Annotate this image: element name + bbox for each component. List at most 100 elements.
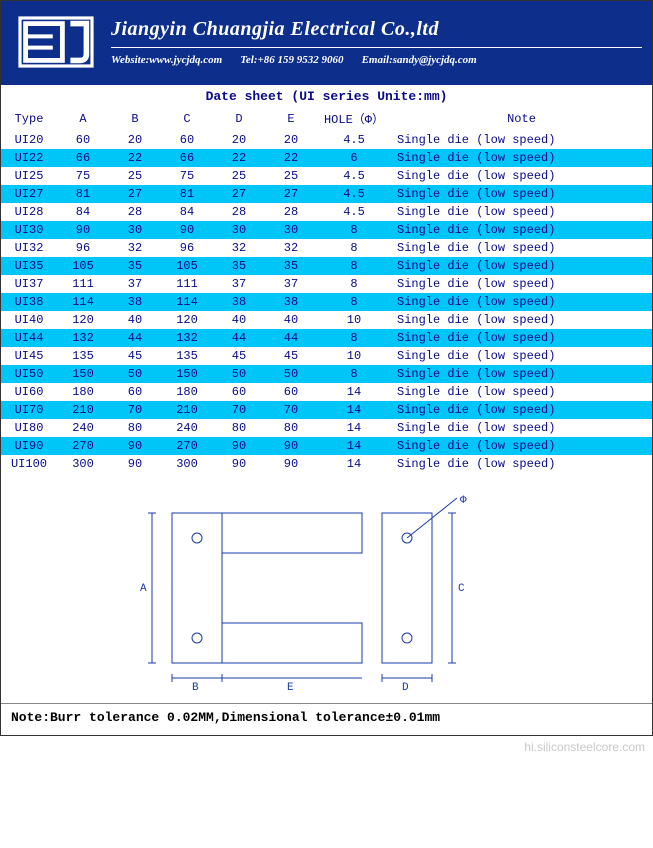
cell-a: 135 — [57, 347, 109, 365]
cell-c: 180 — [161, 383, 213, 401]
tel: Tel:+86 159 9532 9060 — [240, 54, 343, 66]
datasheet-page: Jiangyin Chuangjia Electrical Co.,ltd We… — [0, 0, 653, 736]
cell-e: 37 — [265, 275, 317, 293]
cell-d: 45 — [213, 347, 265, 365]
cell-type: UI37 — [1, 275, 57, 293]
label-a: A — [140, 583, 147, 595]
cell-d: 37 — [213, 275, 265, 293]
cell-e: 45 — [265, 347, 317, 365]
cell-d: 20 — [213, 131, 265, 149]
cell-a: 150 — [57, 365, 109, 383]
cell-e: 28 — [265, 203, 317, 221]
cell-hole: 8 — [317, 293, 391, 311]
table-row: UI4012040120404010Single die (low speed) — [1, 311, 652, 329]
cell-c: 240 — [161, 419, 213, 437]
cell-b: 60 — [109, 383, 161, 401]
cell-e: 44 — [265, 329, 317, 347]
label-phi: Φ — [460, 495, 467, 507]
table-row: UI2781278127274.5Single die (low speed) — [1, 185, 652, 203]
diagram-area: Φ A C B E — [1, 473, 652, 703]
cell-hole: 8 — [317, 239, 391, 257]
cell-a: 66 — [57, 149, 109, 167]
website: Website:www.jycjdq.com — [111, 54, 222, 66]
cell-d: 25 — [213, 167, 265, 185]
cell-e: 90 — [265, 437, 317, 455]
cell-e: 80 — [265, 419, 317, 437]
cell-c: 132 — [161, 329, 213, 347]
table-row: UI501505015050508Single die (low speed) — [1, 365, 652, 383]
cell-type: UI38 — [1, 293, 57, 311]
email: Email:sandy@jycjdq.com — [362, 54, 477, 66]
cell-e: 30 — [265, 221, 317, 239]
cell-c: 114 — [161, 293, 213, 311]
cell-type: UI22 — [1, 149, 57, 167]
table-row: UI2884288428284.5Single die (low speed) — [1, 203, 652, 221]
cell-e: 35 — [265, 257, 317, 275]
col-a: A — [57, 106, 109, 131]
cell-d: 28 — [213, 203, 265, 221]
cell-type: UI20 — [1, 131, 57, 149]
label-b: B — [192, 682, 199, 693]
cell-hole: 8 — [317, 257, 391, 275]
cell-d: 90 — [213, 437, 265, 455]
table-row: UI3296329632328Single die (low speed) — [1, 239, 652, 257]
table-row: UI441324413244448Single die (low speed) — [1, 329, 652, 347]
col-b: B — [109, 106, 161, 131]
cell-c: 75 — [161, 167, 213, 185]
cell-a: 105 — [57, 257, 109, 275]
cell-note: Single die (low speed) — [391, 185, 652, 203]
cell-type: UI27 — [1, 185, 57, 203]
cell-hole: 4.5 — [317, 185, 391, 203]
cell-b: 20 — [109, 131, 161, 149]
cell-b: 45 — [109, 347, 161, 365]
cell-b: 40 — [109, 311, 161, 329]
cell-c: 60 — [161, 131, 213, 149]
cell-note: Single die (low speed) — [391, 275, 652, 293]
cell-d: 44 — [213, 329, 265, 347]
cell-a: 90 — [57, 221, 109, 239]
cell-b: 25 — [109, 167, 161, 185]
cell-hole: 8 — [317, 275, 391, 293]
cell-note: Single die (low speed) — [391, 311, 652, 329]
ui-core-diagram: Φ A C B E — [112, 493, 542, 693]
cell-type: UI25 — [1, 167, 57, 185]
cell-hole: 10 — [317, 347, 391, 365]
table-row: UI8024080240808014Single die (low speed) — [1, 419, 652, 437]
col-type: Type — [1, 106, 57, 131]
cell-a: 111 — [57, 275, 109, 293]
cell-b: 70 — [109, 401, 161, 419]
cell-note: Single die (low speed) — [391, 149, 652, 167]
cell-b: 32 — [109, 239, 161, 257]
table-row: UI9027090270909014Single die (low speed) — [1, 437, 652, 455]
cell-note: Single die (low speed) — [391, 221, 652, 239]
company-block: Jiangyin Chuangjia Electrical Co.,ltd We… — [101, 18, 642, 66]
table-row: UI10030090300909014Single die (low speed… — [1, 455, 652, 473]
cell-b: 27 — [109, 185, 161, 203]
col-e: E — [265, 106, 317, 131]
cell-d: 30 — [213, 221, 265, 239]
cell-note: Single die (low speed) — [391, 329, 652, 347]
cell-d: 70 — [213, 401, 265, 419]
cell-note: Single die (low speed) — [391, 383, 652, 401]
cell-a: 300 — [57, 455, 109, 473]
cell-a: 132 — [57, 329, 109, 347]
table-row: UI371113711137378Single die (low speed) — [1, 275, 652, 293]
cell-note: Single die (low speed) — [391, 293, 652, 311]
cell-a: 270 — [57, 437, 109, 455]
cell-a: 120 — [57, 311, 109, 329]
cell-b: 90 — [109, 455, 161, 473]
cell-hole: 14 — [317, 401, 391, 419]
cell-e: 27 — [265, 185, 317, 203]
logo — [11, 7, 101, 77]
cell-note: Single die (low speed) — [391, 401, 652, 419]
cell-e: 32 — [265, 239, 317, 257]
cell-hole: 4.5 — [317, 167, 391, 185]
cell-c: 135 — [161, 347, 213, 365]
cell-note: Single die (low speed) — [391, 257, 652, 275]
cell-c: 111 — [161, 275, 213, 293]
label-e: E — [287, 682, 294, 693]
table-row: UI2575257525254.5Single die (low speed) — [1, 167, 652, 185]
cell-hole: 10 — [317, 311, 391, 329]
cell-a: 84 — [57, 203, 109, 221]
cell-e: 60 — [265, 383, 317, 401]
